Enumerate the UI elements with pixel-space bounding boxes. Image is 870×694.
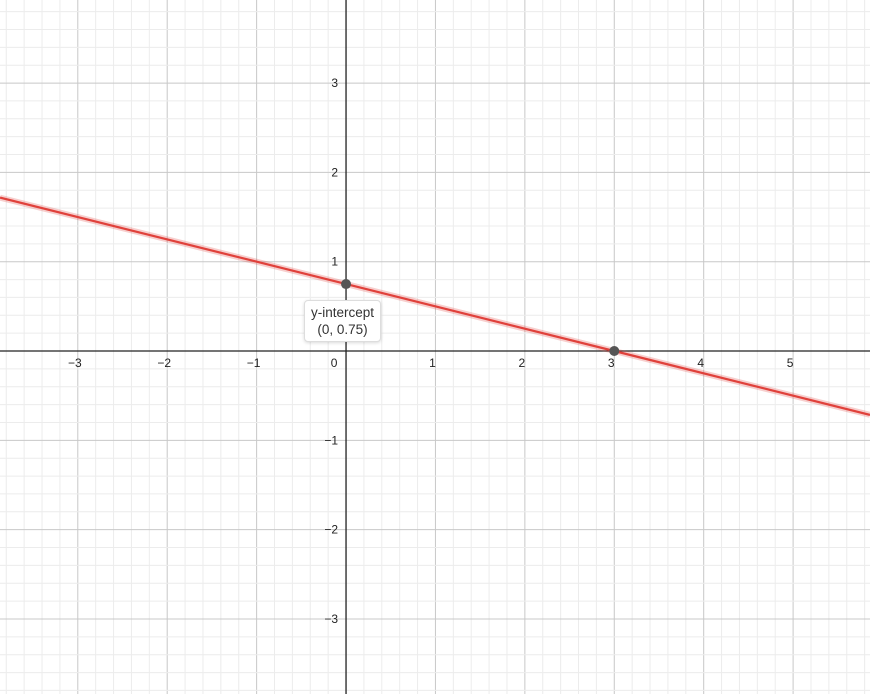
y-tick-label: −1 xyxy=(324,433,338,447)
y-tick-label: −2 xyxy=(324,523,338,537)
x-tick-label: −1 xyxy=(247,356,261,370)
y-tick-label: 3 xyxy=(331,76,338,90)
x-tick-label: 5 xyxy=(787,356,794,370)
tooltip-coords: (0, 0.75) xyxy=(317,322,368,338)
point-tooltip: y-intercept (0, 0.75) xyxy=(304,300,382,343)
x-tick-label: 2 xyxy=(519,356,526,370)
graph-point xyxy=(341,279,352,290)
y-tick-label: 1 xyxy=(331,255,338,269)
series-line xyxy=(0,196,870,416)
x-tick-label: −2 xyxy=(157,356,171,370)
x-tick-label: 4 xyxy=(697,356,704,370)
x-tick-label: 1 xyxy=(429,356,436,370)
x-tick-label: 0 xyxy=(331,356,338,370)
y-tick-label: 2 xyxy=(331,165,338,179)
graph-point xyxy=(609,346,620,357)
x-tick-label: 3 xyxy=(608,356,615,370)
y-tick-label: −3 xyxy=(324,612,338,626)
x-tick-label: −3 xyxy=(68,356,82,370)
tooltip-title: y-intercept xyxy=(311,305,375,321)
